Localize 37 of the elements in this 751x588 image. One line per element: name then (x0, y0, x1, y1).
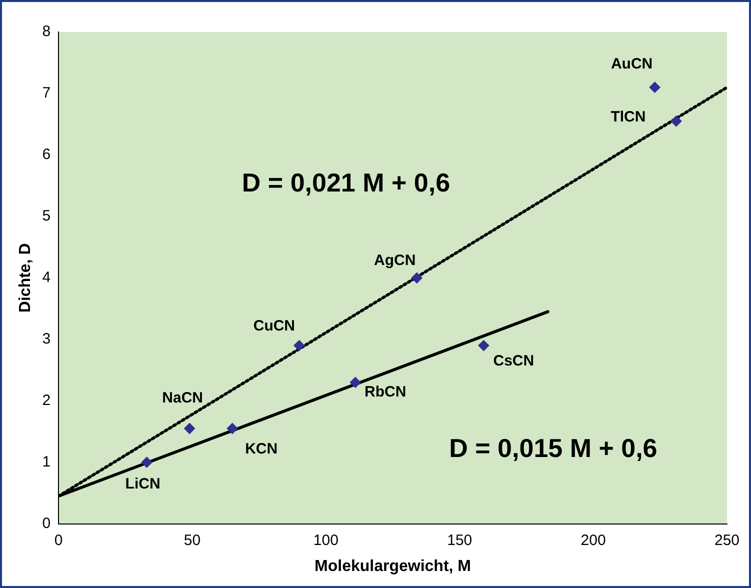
point (649, 82, 660, 93)
x-tick-label: 100 (313, 532, 338, 549)
x-tick-label: 150 (447, 532, 472, 549)
point (184, 423, 196, 434)
y-tick-label: 0 (42, 514, 51, 532)
annotation: AuCN (610, 55, 653, 72)
y-tick-label: 4 (42, 269, 51, 286)
y-tick-label: 6 (42, 146, 51, 164)
y-axis-title: Dichte, D (17, 243, 34, 313)
y-tick-label: 2 (42, 392, 51, 409)
y-tick-label: 8 (42, 23, 51, 40)
point (670, 116, 682, 127)
annotation: D = 0,015 M + 0,6 (449, 433, 658, 464)
point (350, 376, 361, 388)
annotation: AgCN (374, 252, 416, 270)
x-axis-title: Molekulargewicht, M (314, 558, 472, 575)
y-tick-label: 5 (42, 208, 51, 225)
x-tick-label: 50 (184, 532, 201, 549)
point (226, 423, 238, 434)
point (141, 456, 152, 468)
point (294, 340, 305, 352)
y-tick-label: 3 (42, 330, 51, 348)
annotation: TlCN (610, 108, 646, 126)
x-tick-label: 0 (54, 532, 63, 549)
annotation: D = 0,021 M + 0,6 (242, 168, 450, 198)
x-tick-label: 200 (580, 532, 606, 549)
x-tick-label: 250 (714, 532, 740, 549)
point (411, 272, 422, 284)
annotation: RbCN (364, 384, 406, 401)
annotation: NaCN (162, 390, 203, 407)
annotation: CsCN (493, 352, 534, 370)
annotation: KCN (245, 440, 278, 458)
y-tick-label: 7 (42, 84, 51, 102)
point (478, 340, 490, 352)
y-tick-label: 1 (42, 453, 51, 470)
annotation: LiCN (125, 475, 160, 492)
annotation: CuCN (253, 318, 296, 335)
